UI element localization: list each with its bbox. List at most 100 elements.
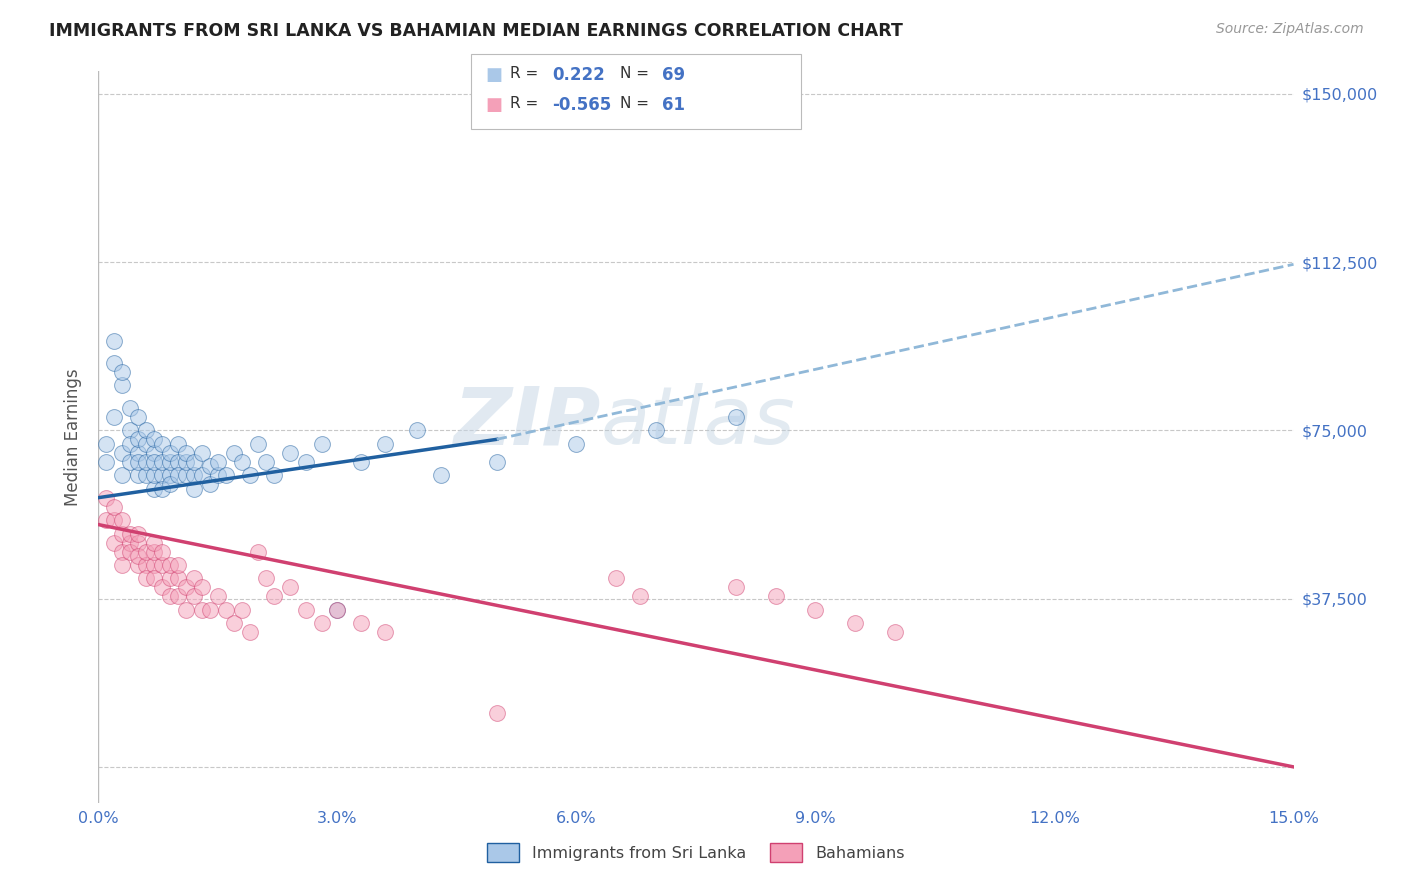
Point — [103, 500, 125, 514]
Point — [191, 603, 214, 617]
Point — [143, 535, 166, 549]
Text: 61: 61 — [662, 96, 685, 114]
Point — [191, 468, 214, 483]
Point — [150, 437, 173, 451]
Point — [183, 482, 205, 496]
Point — [127, 526, 149, 541]
Point — [127, 535, 149, 549]
Legend: Immigrants from Sri Lanka, Bahamians: Immigrants from Sri Lanka, Bahamians — [481, 837, 911, 868]
Point — [96, 513, 118, 527]
Point — [143, 468, 166, 483]
Point — [111, 378, 134, 392]
Point — [120, 526, 142, 541]
Point — [143, 433, 166, 447]
Point — [111, 365, 134, 379]
Point — [103, 356, 125, 370]
Point — [135, 558, 157, 572]
Text: R =: R = — [510, 96, 538, 112]
Point — [143, 558, 166, 572]
Point — [167, 455, 190, 469]
Point — [135, 468, 157, 483]
Point — [150, 455, 173, 469]
Point — [804, 603, 827, 617]
Point — [127, 468, 149, 483]
Point — [120, 401, 142, 415]
Point — [120, 423, 142, 437]
Point — [159, 571, 181, 585]
Point — [294, 603, 316, 617]
Point — [311, 437, 333, 451]
Text: atlas: atlas — [600, 384, 796, 461]
Point — [724, 409, 747, 424]
Text: IMMIGRANTS FROM SRI LANKA VS BAHAMIAN MEDIAN EARNINGS CORRELATION CHART: IMMIGRANTS FROM SRI LANKA VS BAHAMIAN ME… — [49, 22, 903, 40]
Point — [120, 455, 142, 469]
Point — [150, 468, 173, 483]
Point — [174, 581, 197, 595]
Point — [844, 616, 866, 631]
Point — [150, 482, 173, 496]
Point — [120, 535, 142, 549]
Point — [294, 455, 316, 469]
Point — [183, 455, 205, 469]
Text: R =: R = — [510, 66, 538, 81]
Point — [143, 482, 166, 496]
Point — [406, 423, 429, 437]
Text: Source: ZipAtlas.com: Source: ZipAtlas.com — [1216, 22, 1364, 37]
Point — [374, 437, 396, 451]
Point — [174, 455, 197, 469]
Point — [645, 423, 668, 437]
Text: ■: ■ — [485, 66, 502, 84]
Point — [150, 581, 173, 595]
Point — [135, 423, 157, 437]
Point — [127, 558, 149, 572]
Point — [374, 625, 396, 640]
Point — [183, 590, 205, 604]
Point — [605, 571, 627, 585]
Point — [103, 535, 125, 549]
Text: N =: N = — [620, 66, 650, 81]
Point — [167, 468, 190, 483]
Point — [174, 468, 197, 483]
Point — [884, 625, 907, 640]
Point — [326, 603, 349, 617]
Text: ZIP: ZIP — [453, 384, 600, 461]
Point — [198, 603, 221, 617]
Point — [111, 544, 134, 558]
Point — [96, 455, 118, 469]
Point — [159, 558, 181, 572]
Point — [311, 616, 333, 631]
Text: ■: ■ — [485, 96, 502, 114]
Point — [485, 706, 508, 720]
Point — [127, 409, 149, 424]
Point — [96, 437, 118, 451]
Point — [167, 571, 190, 585]
Point — [231, 603, 253, 617]
Point — [150, 544, 173, 558]
Point — [239, 625, 262, 640]
Point — [724, 581, 747, 595]
Point — [111, 513, 134, 527]
Point — [239, 468, 262, 483]
Point — [207, 468, 229, 483]
Point — [120, 544, 142, 558]
Point — [135, 437, 157, 451]
Point — [183, 571, 205, 585]
Point — [159, 477, 181, 491]
Point — [111, 468, 134, 483]
Point — [167, 437, 190, 451]
Point — [174, 446, 197, 460]
Point — [628, 590, 651, 604]
Point — [120, 437, 142, 451]
Point — [191, 581, 214, 595]
Point — [103, 409, 125, 424]
Point — [222, 616, 245, 631]
Point — [215, 468, 238, 483]
Point — [222, 446, 245, 460]
Point — [326, 603, 349, 617]
Point — [485, 455, 508, 469]
Point — [150, 558, 173, 572]
Point — [103, 334, 125, 348]
Point — [246, 437, 269, 451]
Point — [143, 446, 166, 460]
Point — [96, 491, 118, 505]
